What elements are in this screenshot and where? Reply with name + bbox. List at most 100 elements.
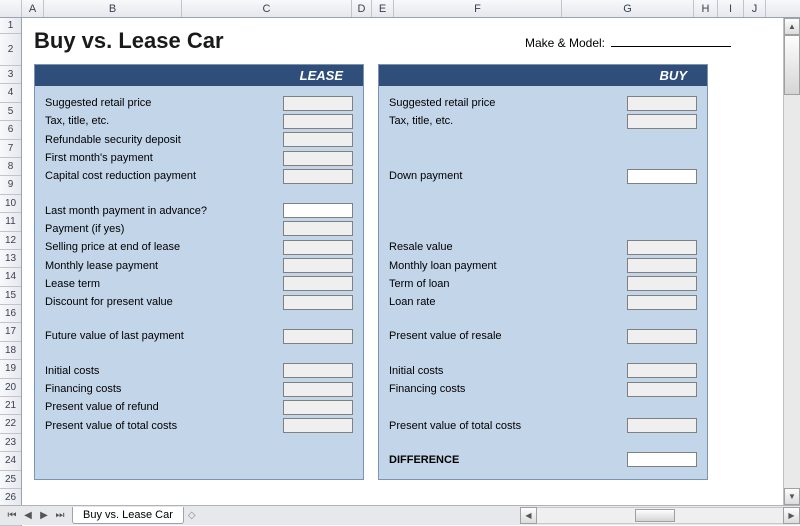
row-header[interactable]: 1	[0, 18, 21, 34]
horizontal-scrollbar[interactable]: ◀ ▶	[520, 507, 800, 524]
column-header[interactable]: F	[394, 0, 562, 17]
input-cell[interactable]	[283, 400, 353, 415]
input-cell[interactable]	[283, 258, 353, 273]
field-label: Monthly loan payment	[389, 260, 627, 272]
column-header[interactable]: D	[352, 0, 372, 17]
row-header[interactable]: 5	[0, 103, 21, 121]
field-row	[389, 131, 697, 149]
spreadsheet-grid: Buy vs. Lease Car Make & Model: LEASE Su…	[22, 18, 783, 505]
row-header[interactable]: 20	[0, 379, 21, 397]
column-header[interactable]: I	[718, 0, 744, 17]
field-label: Present value of refund	[45, 401, 283, 413]
next-tab-icon[interactable]: ▶	[36, 510, 52, 521]
last-tab-icon[interactable]: ⏭	[52, 510, 68, 521]
buy-header: BUY	[379, 65, 707, 86]
input-cell[interactable]	[283, 151, 353, 166]
row-header[interactable]: 11	[0, 213, 21, 231]
row-header[interactable]: 19	[0, 360, 21, 378]
input-cell[interactable]	[627, 240, 697, 255]
row-header[interactable]: 17	[0, 323, 21, 341]
input-cell[interactable]	[627, 363, 697, 378]
column-header[interactable]: E	[372, 0, 394, 17]
row-header[interactable]: 23	[0, 434, 21, 452]
row-header[interactable]: 2	[0, 34, 21, 66]
row-header[interactable]: 21	[0, 397, 21, 415]
row-header[interactable]: 14	[0, 268, 21, 286]
column-header[interactable]: H	[694, 0, 718, 17]
input-cell[interactable]	[627, 295, 697, 310]
field-row: Present value of total costs	[45, 416, 353, 434]
field-label: Financing costs	[389, 383, 627, 395]
lease-panel: LEASE Suggested retail priceTax, title, …	[34, 64, 364, 480]
vertical-scrollbar[interactable]: ▲ ▼	[783, 18, 800, 505]
input-cell[interactable]	[627, 169, 697, 184]
scroll-thumb[interactable]	[784, 35, 800, 95]
input-cell[interactable]	[627, 452, 697, 467]
hscroll-thumb[interactable]	[635, 509, 675, 522]
scroll-up-icon[interactable]: ▲	[784, 18, 800, 35]
input-cell[interactable]	[627, 258, 697, 273]
scroll-right-icon[interactable]: ▶	[783, 507, 800, 524]
input-cell[interactable]	[283, 240, 353, 255]
field-row: Financing costs	[389, 380, 697, 398]
row-header[interactable]: 8	[0, 158, 21, 176]
sheet-tabbar: ⏮ ◀ ▶ ⏭ Buy vs. Lease Car ◇ ◀ ▶	[0, 505, 800, 525]
row-header[interactable]: 10	[0, 195, 21, 213]
row-header[interactable]: 6	[0, 121, 21, 139]
input-cell[interactable]	[627, 96, 697, 111]
input-cell[interactable]	[283, 295, 353, 310]
column-header[interactable]: B	[44, 0, 182, 17]
make-model-input-line[interactable]	[611, 33, 731, 47]
lease-header: LEASE	[35, 65, 363, 86]
column-header[interactable]: C	[182, 0, 352, 17]
field-row: Present value of total costs	[389, 416, 697, 434]
column-header[interactable]: J	[744, 0, 766, 17]
input-cell[interactable]	[283, 169, 353, 184]
input-cell[interactable]	[283, 382, 353, 397]
input-cell[interactable]	[627, 418, 697, 433]
first-tab-icon[interactable]: ⏮	[4, 510, 20, 521]
row-header[interactable]: 22	[0, 415, 21, 433]
input-cell[interactable]	[283, 96, 353, 111]
field-row: Suggested retail price	[45, 94, 353, 112]
input-cell[interactable]	[627, 329, 697, 344]
field-row: Present value of resale	[389, 327, 697, 345]
row-header[interactable]: 13	[0, 250, 21, 268]
prev-tab-icon[interactable]: ◀	[20, 510, 36, 521]
row-header[interactable]: 9	[0, 176, 21, 194]
row-header[interactable]: 3	[0, 66, 21, 84]
input-cell[interactable]	[627, 276, 697, 291]
row-header[interactable]: 24	[0, 452, 21, 470]
input-cell[interactable]	[627, 114, 697, 129]
field-row: First month's payment	[45, 149, 353, 167]
tab-nav[interactable]: ⏮ ◀ ▶ ⏭	[4, 510, 68, 521]
input-cell[interactable]	[283, 276, 353, 291]
field-row: Monthly loan payment	[389, 256, 697, 274]
input-cell[interactable]	[283, 132, 353, 147]
hscroll-track[interactable]	[537, 507, 783, 524]
input-cell[interactable]	[283, 203, 353, 218]
input-cell[interactable]	[627, 382, 697, 397]
field-row: Loan rate	[389, 293, 697, 311]
input-cell[interactable]	[283, 221, 353, 236]
new-sheet-icon[interactable]: ◇	[188, 510, 196, 521]
input-cell[interactable]	[283, 114, 353, 129]
input-cell[interactable]	[283, 363, 353, 378]
input-cell[interactable]	[283, 418, 353, 433]
field-row	[389, 201, 697, 219]
row-header[interactable]: 7	[0, 140, 21, 158]
field-label: Refundable security deposit	[45, 134, 283, 146]
field-row	[389, 398, 697, 416]
row-header[interactable]: 4	[0, 84, 21, 102]
input-cell[interactable]	[283, 329, 353, 344]
row-header[interactable]: 15	[0, 287, 21, 305]
row-header[interactable]: 25	[0, 471, 21, 489]
scroll-left-icon[interactable]: ◀	[520, 507, 537, 524]
column-header[interactable]: A	[22, 0, 44, 17]
column-header[interactable]: G	[562, 0, 694, 17]
scroll-down-icon[interactable]: ▼	[784, 488, 800, 505]
row-header[interactable]: 18	[0, 342, 21, 360]
row-header[interactable]: 16	[0, 305, 21, 323]
row-header[interactable]: 12	[0, 232, 21, 250]
sheet-tab[interactable]: Buy vs. Lease Car	[72, 507, 184, 524]
